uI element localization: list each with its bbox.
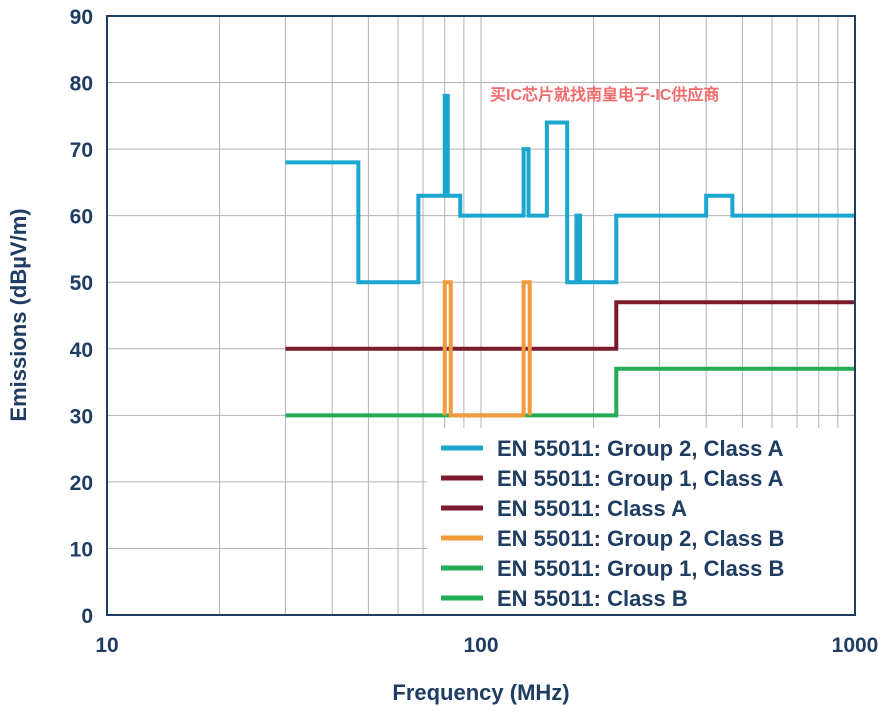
- y-tick-label: 90: [70, 6, 93, 29]
- series-lines: [285, 93, 855, 418]
- plot-frame: [106, 15, 856, 616]
- y-tick-labels: 0 10 20 30 40 50 60 70 80 90: [70, 6, 93, 628]
- legend-background: [427, 428, 855, 615]
- y-tick-label: 80: [70, 73, 93, 96]
- y-tick-label: 70: [70, 139, 93, 162]
- x-axis-title: Frequency (MHz): [392, 680, 569, 705]
- legend: EN 55011: Group 2, Class A EN 55011: Grou…: [441, 436, 784, 611]
- y-tick-label: 40: [70, 339, 93, 362]
- x-tick-label: 1000: [832, 634, 879, 657]
- y-tick-label: 20: [70, 472, 93, 495]
- y-tick-label: 10: [70, 538, 93, 561]
- x-tick-label: 10: [95, 634, 118, 657]
- series-line-4: [442, 280, 532, 418]
- legend-label: EN 55011: Group 2, Class A: [497, 436, 784, 461]
- x-tick-labels: 10 100 1000: [95, 634, 878, 657]
- series-line-2: [285, 300, 855, 351]
- legend-label: EN 55011: Class B: [497, 586, 688, 611]
- y-tick-label: 60: [70, 206, 93, 229]
- y-tick-label: 50: [70, 272, 93, 295]
- y-axis-title: Emissions (dBµV/m): [6, 208, 31, 421]
- y-tick-label: 0: [81, 605, 93, 628]
- series-line-1: [285, 93, 855, 285]
- x-tick-label: 100: [463, 634, 498, 657]
- legend-label: EN 55011: Group 1, Class A: [497, 466, 784, 491]
- y-tick-label: 30: [70, 405, 93, 428]
- legend-label: EN 55011: Class A: [497, 496, 687, 521]
- legend-label: EN 55011: Group 1, Class B: [497, 556, 784, 581]
- series-line-5: [285, 366, 855, 418]
- legend-label: EN 55011: Group 2, Class B: [497, 526, 784, 551]
- watermark-text: 买IC芯片就找南皇电子-IC供应商: [490, 85, 719, 104]
